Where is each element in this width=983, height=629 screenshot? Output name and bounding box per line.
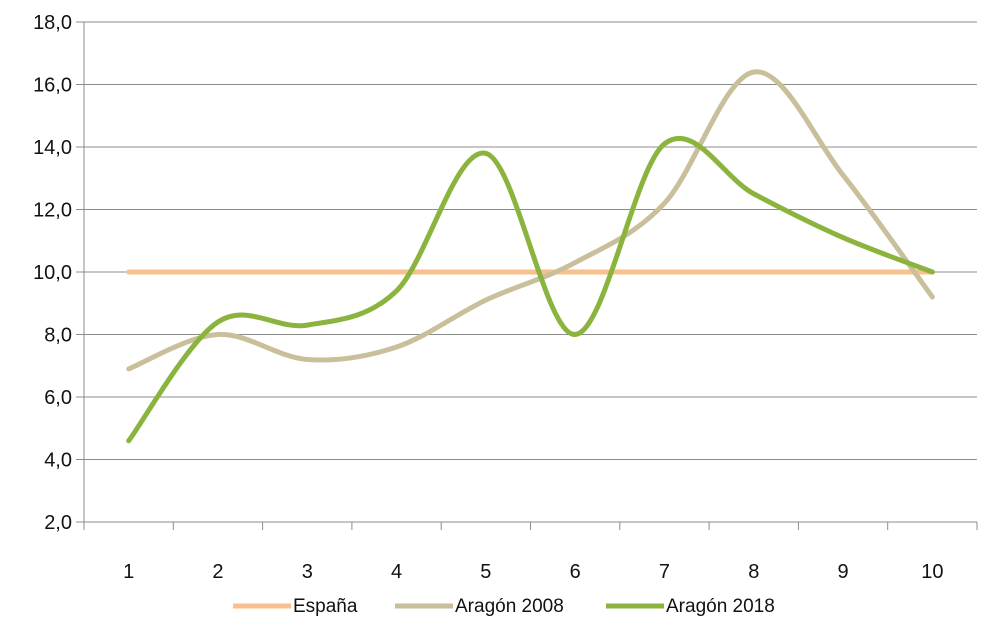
x-tick-label: 9 (837, 561, 848, 583)
series-line-aragon-2018 (126, 135, 935, 444)
x-tick-label: 4 (391, 561, 402, 583)
y-tick-label: 10,0 (33, 262, 72, 284)
y-tick-label: 6,0 (44, 387, 72, 409)
x-tick-label: 5 (480, 561, 491, 583)
series-line-aragon-2008 (126, 69, 935, 372)
x-tick-label: 8 (748, 561, 759, 583)
y-tick-label: 2,0 (44, 512, 72, 534)
x-tick-label: 6 (570, 561, 581, 583)
y-tick-label: 14,0 (33, 137, 72, 159)
y-tick-label: 4,0 (44, 450, 72, 472)
x-tick-label: 1 (123, 561, 134, 583)
legend: España Aragón 2008 Aragón 2018 (233, 596, 775, 617)
y-tick-label: 16,0 (33, 75, 72, 97)
legend-label-aragon-2018: Aragón 2018 (666, 596, 775, 617)
x-tick-label: 3 (302, 561, 313, 583)
x-tick-label: 7 (659, 561, 670, 583)
legend-label-espana: España (293, 596, 358, 617)
axes: 2,0 4,0 6,0 8,0 10,0 12,0 14,0 16,0 18,0 1 2 3 4 5 6 7 8… (33, 12, 978, 583)
y-tick-label: 18,0 (33, 12, 72, 34)
y-tick-label: 12,0 (33, 200, 72, 222)
legend-label-aragon-2008: Aragón 2008 (455, 596, 564, 617)
x-tick-label: 2 (212, 561, 223, 583)
y-tick-label: 8,0 (44, 325, 72, 347)
series-lines (126, 69, 935, 444)
x-tick-label: 10 (921, 561, 943, 583)
